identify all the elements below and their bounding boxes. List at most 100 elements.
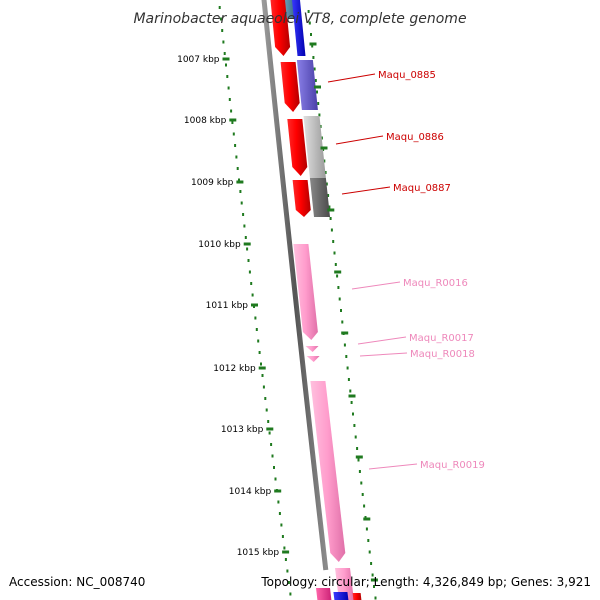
inner-ring-dot (261, 374, 264, 377)
inner-ring-dot (262, 385, 265, 389)
outer-ring-dot (336, 274, 339, 278)
tick-mark (309, 42, 317, 46)
outer-ring-dot (357, 458, 360, 462)
inner-ring-dot (244, 236, 247, 239)
inner-ring-dot (240, 201, 243, 205)
inner-ring-dot (258, 351, 261, 354)
inner-ring-dot (277, 500, 280, 504)
outer-ring-dot (353, 424, 356, 427)
inner-ring-dot (221, 29, 224, 32)
gene-label: Maqu_R0019 (420, 460, 485, 471)
tick-marks: 1007 kbp 1008 kbp 1009 kbp 1010 kbp 1011 kbp… (177, 42, 378, 582)
outer-ring-dot (352, 412, 354, 416)
inner-ring-dot (270, 443, 273, 446)
outer-ring-dot (338, 297, 341, 301)
inner-ring-dot (267, 420, 270, 423)
cds-feature-maqu-0886 (303, 116, 326, 178)
tick-mark (243, 242, 251, 246)
backbone-ring (261, 0, 329, 571)
inner-ring-dot (257, 339, 260, 343)
outer-ring-dot (314, 79, 317, 82)
gene-leader-line (357, 336, 407, 345)
gene-label: Maqu_R0017 (409, 333, 474, 344)
inner-ring-dot (283, 546, 286, 550)
backbone-line (261, 0, 329, 571)
gene-label: Maqu_0886 (386, 132, 444, 143)
tick-mark (355, 455, 363, 459)
outer-ring-dot (317, 102, 320, 105)
cds-feature-block (316, 588, 332, 600)
tick-mark (341, 331, 349, 335)
outer-ring-dot (327, 194, 330, 197)
tick-mark (229, 118, 237, 122)
inner-ring-dot (236, 167, 239, 170)
inner-ring-dot (231, 121, 234, 124)
outer-ring-dot (350, 401, 353, 404)
inner-ring-dot (218, 6, 221, 9)
gene-leader-line (351, 281, 401, 290)
outer-ring-dot (307, 10, 310, 13)
inner-ring-dot (260, 362, 262, 366)
outer-ring-dot (340, 309, 342, 312)
outer-ring-dot (370, 562, 373, 565)
accession-text: Accession: NC_008740 (9, 575, 146, 589)
outer-ring-dot (319, 125, 322, 128)
tick-label: 1015 kbp (237, 548, 280, 558)
outer-ring-dot (332, 240, 335, 243)
outer-ring-dot (328, 205, 331, 209)
tick-mark (334, 270, 342, 274)
tick-mark (222, 57, 230, 61)
outer-ring-dot (324, 171, 327, 174)
outer-ring-dot (311, 44, 314, 48)
outer-ring-dot (365, 527, 368, 531)
outer-ring-dot (345, 355, 348, 358)
tick-label: 1013 kbp (221, 425, 264, 435)
cds-feature-block (284, 0, 295, 18)
cds-feature-block (291, 0, 306, 56)
cds-feature-maqu-0885 (296, 60, 318, 110)
outer-ring-dot (325, 182, 328, 186)
inner-ring-dot (248, 270, 251, 274)
outer-ring-dot (368, 550, 371, 554)
cds-feature-arrow (292, 180, 311, 217)
inner-ring-dot (280, 523, 283, 527)
cds-feature-arrow (270, 0, 291, 56)
tick-label: 1008 kbp (184, 116, 227, 126)
tick-mark (327, 208, 335, 212)
gene-label: Maqu_R0018 (410, 349, 475, 360)
tick-mark (258, 366, 266, 370)
outer-ring-dot (316, 90, 318, 94)
inner-ring-dot (242, 213, 245, 216)
inner-ring-dot (273, 466, 275, 469)
inner-ring-dot (243, 224, 246, 228)
inner-ring-dot (255, 328, 258, 331)
outer-ring-dot (374, 596, 377, 600)
inner-ring-dot (239, 190, 242, 193)
outer-ring-dot (329, 217, 332, 220)
gene-leader-line (327, 73, 376, 83)
tick-label: 1007 kbp (177, 55, 220, 65)
outer-ring-dot (343, 343, 346, 347)
inner-ring-dot (223, 52, 226, 55)
gene-label: Maqu_0885 (378, 70, 436, 81)
outer-ring-dot (360, 481, 363, 485)
cds-feature-maqu-0887 (309, 178, 330, 217)
gene-features (270, 0, 362, 600)
inner-ring-dot (274, 477, 277, 481)
inner-ring-dot (227, 86, 230, 90)
cds-feature-block (333, 592, 349, 600)
outer-ring-dot (347, 378, 350, 381)
inner-ring-dot (250, 282, 253, 285)
gene-labels: Maqu_0885 Maqu_0886 Maqu_0887 Maqu_R0016 Maq… (327, 70, 485, 471)
outer-ring-dot (349, 389, 352, 393)
rna-feature-maqu-r0019 (310, 381, 346, 562)
tick-label: 1010 kbp (198, 240, 241, 250)
gene-label: Maqu_R0016 (403, 278, 468, 289)
cds-feature-arrow (287, 119, 308, 176)
tick-mark (348, 394, 356, 398)
cds-feature-block (352, 593, 362, 600)
inner-ring-dot (226, 75, 229, 78)
outer-ring-dot (367, 539, 370, 542)
genome-summary-text: Topology: circular; Length: 4,326,849 bp… (261, 575, 591, 589)
